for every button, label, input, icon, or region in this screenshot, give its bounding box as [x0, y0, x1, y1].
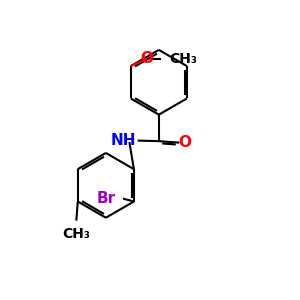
Text: O: O [140, 51, 154, 66]
Text: CH₃: CH₃ [169, 52, 197, 66]
Text: NH: NH [111, 133, 136, 148]
Text: O: O [178, 135, 191, 150]
Text: CH₃: CH₃ [62, 226, 90, 241]
Text: Br: Br [97, 191, 116, 206]
